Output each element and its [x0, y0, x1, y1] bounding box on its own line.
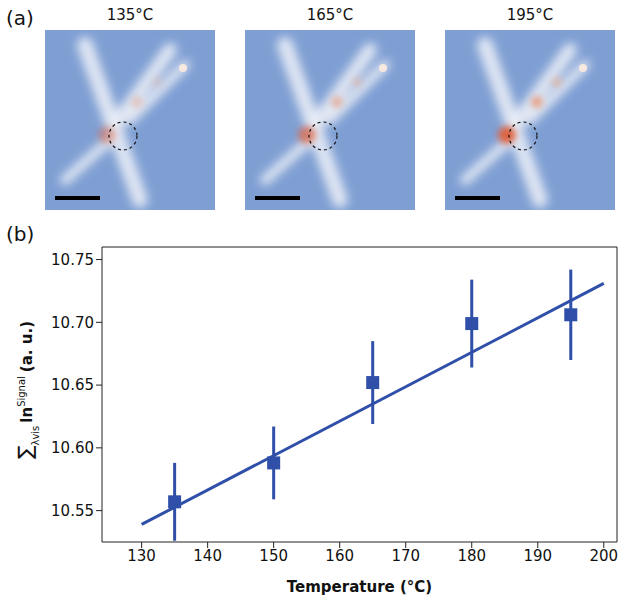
svg-text:10.55: 10.55 [51, 502, 94, 520]
html-text:165°C: 165°C [306, 6, 354, 24]
html-text:(b): (b) [6, 222, 35, 246]
svg-text:160: 160 [325, 547, 354, 565]
svg-text:∑λvislnSignal(a. u.): ∑λvislnSignal(a. u.) [13, 321, 41, 459]
svg-text:10.75: 10.75 [51, 251, 94, 269]
svg-text:200: 200 [589, 547, 618, 565]
html-text:(a): (a) [6, 6, 34, 30]
svg-text:150: 150 [259, 547, 288, 565]
svg-text:170: 170 [391, 547, 420, 565]
svg-text:130: 130 [127, 547, 156, 565]
svg-text:140: 140 [193, 547, 222, 565]
svg-text:10.70: 10.70 [51, 314, 94, 332]
svg-text:10.60: 10.60 [51, 439, 94, 457]
svg-text:10.65: 10.65 [51, 376, 94, 394]
html-text:135°C: 135°C [106, 6, 154, 24]
svg-text:Temperature (°C): Temperature (°C) [287, 578, 432, 596]
svg-text:180: 180 [457, 547, 486, 565]
html-text:195°C: 195°C [506, 6, 554, 24]
svg-text:190: 190 [523, 547, 552, 565]
